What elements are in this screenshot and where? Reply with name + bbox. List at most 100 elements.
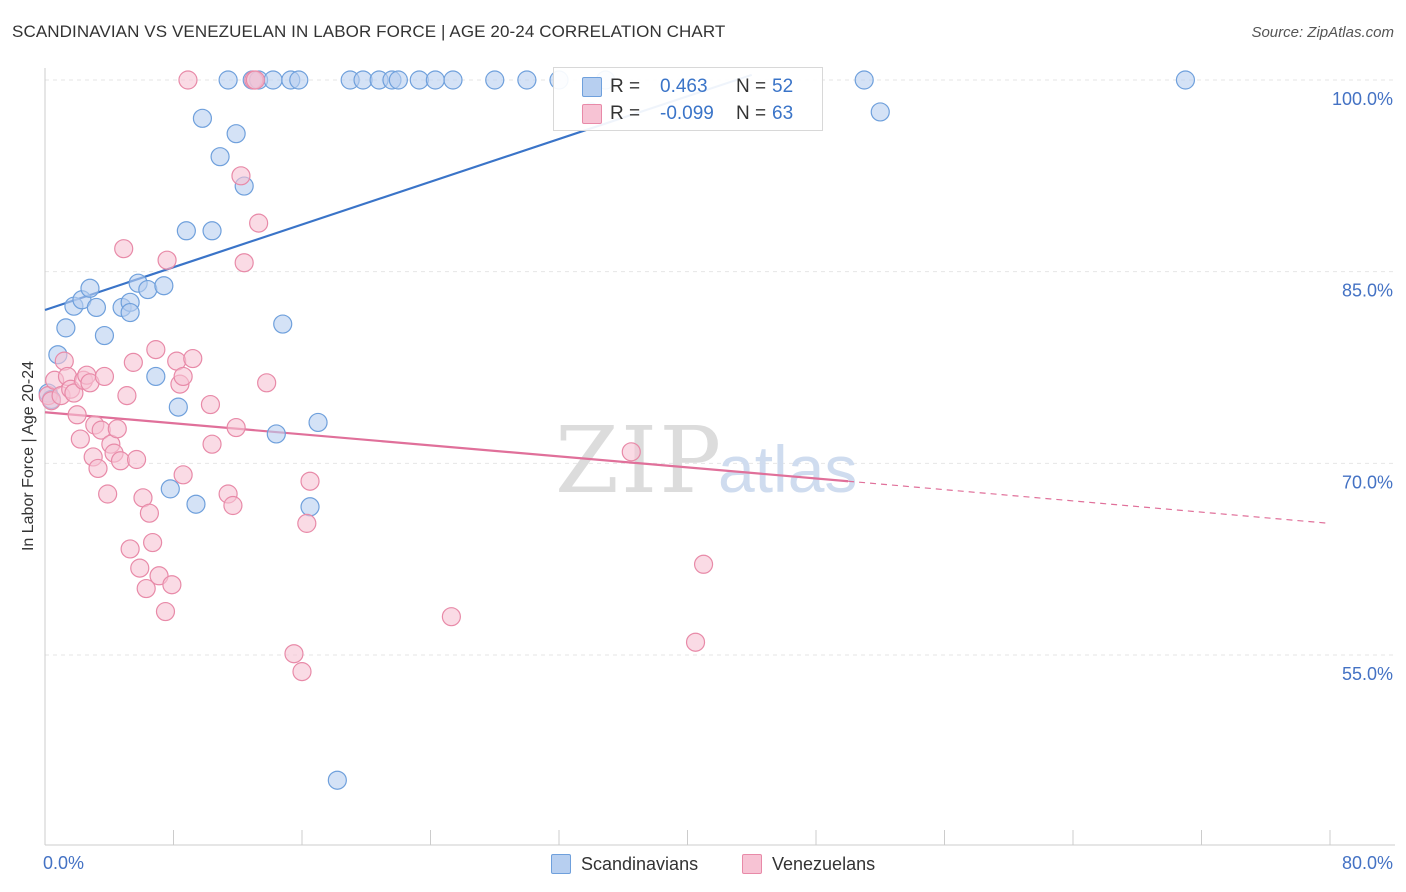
venezuelan-point [202,434,222,454]
venezuelan-point [64,383,84,403]
bottom-legend-swatch-pink [742,854,762,874]
venezuelan-point [146,340,166,360]
y-tick-labels: 55.0% 70.0% 85.0% 100.0% [1332,89,1393,684]
venezuelan-point [685,632,706,652]
scandinavian-point [186,494,206,514]
scandinavian-point [80,278,100,298]
venezuelan-point [117,386,137,406]
bottom-legend-label: Scandinavians [581,853,699,874]
venezuelan-point [114,239,134,259]
scandinavian-point [388,70,408,90]
grid-lines [45,79,1395,656]
scandinavian-point [409,70,429,90]
scandinavian-point [202,221,222,241]
scandinavian-point [160,479,180,499]
correlation-legend: R = 0.463 N = 52 R = -0.099 N = 63 [553,67,823,131]
venezuelan-point [693,554,714,574]
venezuelan-point [231,166,251,186]
scandinavian-point [266,424,286,444]
watermark-atlas: atlas [718,432,857,506]
scandinavian-point [94,325,115,346]
x-tick-label-max: 80.0% [1341,853,1393,873]
chart-source: Source: ZipAtlas.com [1251,24,1394,41]
y-tick-label: 100.0% [1332,89,1393,109]
venezuelan-point [98,484,118,504]
bottom-legend-scandinavians: Scandinavians [551,853,698,875]
venezuelan-point [136,578,156,599]
scandinavian-point [854,70,874,90]
venezuelan-point [162,575,182,595]
scandinavian-point [168,397,188,417]
scandinavian-point [289,70,309,90]
venezuelan-trend-line [44,411,849,483]
y-tick-label: 70.0% [1342,472,1393,492]
venezuelan-point [155,601,176,622]
scandinavian-point [226,124,246,144]
data-points [38,70,1196,790]
scandinavian-point [138,279,158,300]
legend-n-value: 52 [772,76,794,97]
legend-r-label: R = [610,103,641,124]
venezuelan-point [130,558,150,578]
legend-r-value: -0.099 [660,103,714,124]
venezuelan-point [88,458,108,479]
legend-r-value: 0.463 [660,76,708,97]
scandinavian-point [56,318,76,338]
bottom-legend-venezuelans: Venezuelans [742,853,875,875]
venezuelan-point [173,465,193,485]
scandinavian-point [327,770,347,790]
scandinavian-point [300,497,320,517]
watermark: ZIP atlas [555,407,857,514]
venezuelan-trend-line-extension [848,480,1331,524]
venezuelan-point [234,253,254,273]
scandinavian-point [485,70,505,90]
venezuelan-point [107,419,127,439]
axes [44,68,1395,846]
venezuelan-point [249,213,269,233]
legend-n-label: N = [736,103,767,124]
scandinavian-point [443,70,463,90]
scandinavian-point [353,70,373,90]
venezuelan-point [120,539,140,559]
scandinavian-point [1175,70,1196,90]
scandinavian-point [273,314,293,334]
venezuelan-point [70,429,90,449]
y-axis-label: In Labor Force | Age 20-24 [20,360,37,552]
venezuelan-point [139,503,160,523]
venezuelan-point [300,471,320,491]
scandinavian-point [517,70,537,90]
x-tick-label-min: 0.0% [43,853,85,873]
scandinavian-point [120,302,140,323]
scandinavian-point [146,366,166,387]
venezuelan-point [245,70,266,90]
venezuelan-point [226,417,246,438]
scandinavian-point [154,276,174,296]
legend-n-value: 63 [772,103,794,124]
legend-n-label: N = [736,76,767,97]
watermark-zip: ZIP [555,407,723,514]
venezuelan-point [67,405,87,425]
scandinavian-point [210,147,230,167]
legend-r-label: R = [610,76,641,97]
chart-title: SCANDINAVIAN VS VENEZUELAN IN LABOR FORC… [12,22,726,41]
venezuelan-point [157,250,177,270]
venezuelan-point [183,348,203,369]
venezuelan-point [200,394,221,415]
scandinavian-point [308,412,328,433]
venezuelan-point [257,373,277,393]
venezuelan-point [441,607,461,627]
bottom-legend-label: Venezuelans [772,853,876,874]
venezuelan-point [297,513,317,533]
scandinavian-point [176,221,196,241]
venezuelan-point [110,451,131,471]
venezuelan-point [126,449,147,470]
venezuelan-point [284,644,304,664]
venezuelan-point [223,495,243,516]
y-tick-label: 85.0% [1342,281,1393,301]
venezuelan-point [123,352,143,372]
venezuelan-point [292,662,312,682]
scandinavian-point [86,297,107,318]
venezuelan-point [178,70,198,90]
scandinavian-point [218,70,238,90]
